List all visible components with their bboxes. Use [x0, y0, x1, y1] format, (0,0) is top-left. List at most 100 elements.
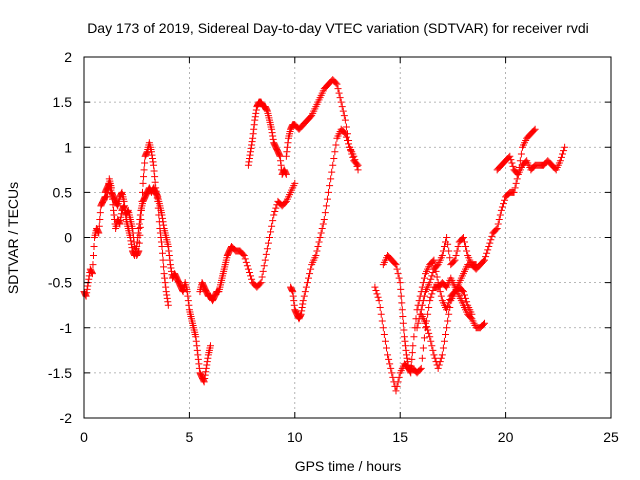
data-point	[162, 288, 170, 296]
data-point	[420, 334, 428, 342]
data-point	[376, 303, 384, 311]
data-point	[185, 301, 193, 309]
data-point	[320, 215, 328, 223]
data-point	[407, 369, 415, 377]
data-point	[531, 125, 539, 133]
data-point	[240, 252, 248, 260]
data-point	[421, 319, 429, 327]
data-point	[162, 283, 170, 291]
data-point	[248, 275, 256, 283]
data-point	[516, 157, 524, 165]
data-point	[283, 143, 291, 151]
data-point	[134, 234, 142, 241]
data-point	[481, 256, 489, 264]
data-point	[452, 252, 460, 260]
data-point	[159, 256, 167, 264]
data-point	[85, 275, 93, 283]
data-point	[446, 254, 454, 262]
data-point	[332, 141, 340, 149]
data-point	[325, 188, 333, 196]
data-points	[80, 76, 569, 395]
data-point	[257, 279, 265, 287]
data-point	[400, 326, 408, 334]
y-tick-label: -1.5	[48, 365, 72, 381]
data-point	[420, 292, 428, 300]
data-point	[128, 244, 136, 252]
data-point	[150, 167, 158, 175]
data-point	[488, 232, 496, 240]
data-point	[321, 209, 329, 217]
data-point	[341, 116, 349, 124]
data-point	[437, 292, 445, 300]
data-point	[342, 133, 350, 141]
data-point	[397, 292, 405, 300]
data-point	[300, 292, 308, 300]
data-point	[334, 85, 342, 93]
data-point	[337, 98, 345, 106]
data-point	[338, 103, 346, 111]
data-point	[158, 243, 166, 251]
data-point	[350, 152, 358, 160]
data-point	[395, 274, 403, 282]
data-point	[436, 288, 444, 296]
data-point	[372, 287, 380, 295]
data-point	[436, 358, 444, 366]
data-point	[385, 355, 393, 363]
data-point	[263, 106, 271, 114]
data-point	[160, 263, 168, 271]
data-point	[335, 89, 343, 97]
data-point	[120, 197, 128, 205]
data-point	[459, 288, 467, 296]
data-point	[262, 250, 270, 258]
data-point	[163, 291, 171, 299]
data-point	[353, 162, 361, 170]
data-point	[339, 107, 347, 115]
x-tick-label: 10	[287, 429, 303, 445]
data-point	[202, 368, 210, 376]
data-point	[507, 156, 515, 164]
x-tick-label: 0	[80, 429, 88, 445]
data-point	[298, 307, 306, 315]
data-point	[418, 301, 426, 309]
y-tick-label: 1.5	[53, 94, 73, 110]
data-point	[122, 211, 130, 219]
data-point	[127, 240, 135, 248]
data-point	[481, 319, 489, 327]
data-point	[419, 279, 427, 287]
data-point	[126, 234, 134, 241]
data-point	[402, 346, 410, 354]
data-point	[352, 159, 360, 167]
data-point	[408, 355, 416, 363]
data-point	[446, 303, 454, 311]
data-point	[161, 279, 169, 287]
data-point	[341, 130, 349, 138]
data-point	[401, 342, 409, 350]
data-point	[249, 134, 257, 142]
data-point	[484, 246, 492, 254]
data-point	[202, 364, 210, 372]
data-point	[462, 243, 470, 251]
data-point	[345, 140, 353, 148]
data-point	[404, 358, 412, 366]
data-point	[203, 361, 211, 369]
data-point	[136, 215, 144, 223]
data-point	[460, 291, 468, 299]
data-point	[88, 268, 96, 276]
data-point	[164, 298, 172, 306]
data-point	[298, 303, 306, 311]
data-point	[451, 256, 459, 264]
data-point	[245, 158, 253, 166]
data-point	[426, 297, 434, 305]
data-point	[416, 365, 424, 373]
data-point	[394, 270, 402, 278]
data-point	[392, 261, 400, 269]
data-point	[163, 294, 171, 302]
data-point	[498, 203, 506, 211]
data-point	[244, 161, 252, 169]
data-point	[460, 238, 468, 246]
data-point	[250, 121, 258, 129]
x-tick-label: 15	[392, 429, 408, 445]
data-point	[258, 273, 266, 281]
data-point	[268, 222, 276, 230]
data-point	[459, 234, 467, 241]
